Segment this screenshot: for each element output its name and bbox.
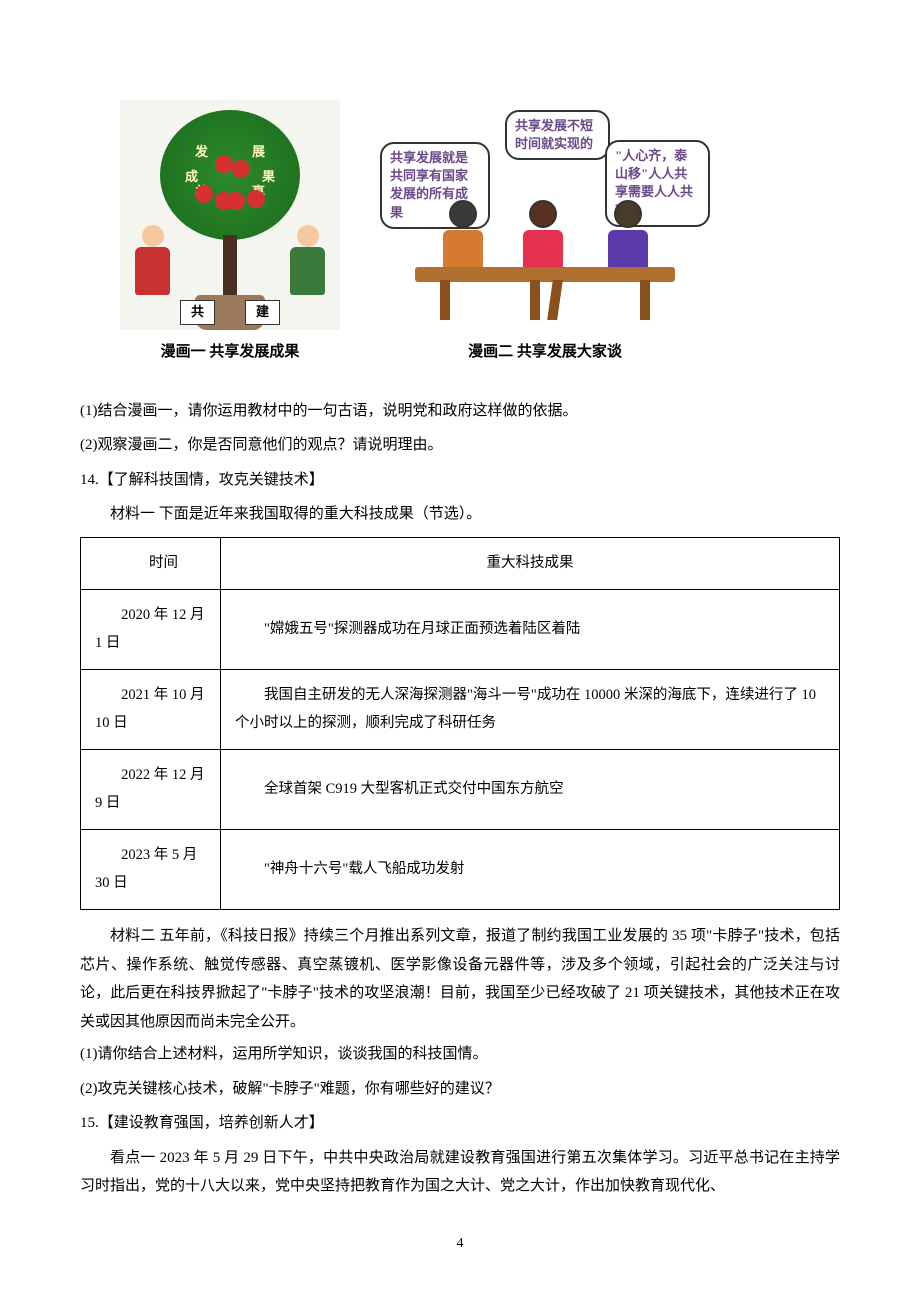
table-scene-icon	[415, 210, 675, 320]
speech-bubble-2: 共享发展不短时间就实现的	[505, 110, 610, 160]
desk-leg-icon	[547, 280, 563, 320]
table-row: 2021 年 10 月10 日 我国自主研发的无人深海探测器"海斗一号"成功在 …	[81, 670, 840, 750]
table-cell-result: "嫦娥五号"探测器成功在月球正面预选着陆区着陆	[221, 590, 840, 670]
apple-icon	[195, 185, 213, 203]
table-cell-result: 全球首架 C919 大型客机正式交付中国东方航空	[221, 750, 840, 830]
apple-icon	[247, 190, 265, 208]
apple-icon	[227, 192, 245, 210]
desk-leg-icon	[640, 280, 650, 320]
table-header-time: 时间	[81, 537, 221, 590]
person-left-icon	[125, 225, 180, 300]
q13-part1: (1)结合漫画一，请你运用教材中的一句古语，说明党和政府这样做的依据。	[80, 397, 840, 426]
person-right-icon	[280, 225, 335, 300]
tree-char: 展	[252, 140, 265, 165]
table-cell-result: 我国自主研发的无人深海探测器"海斗一号"成功在 10000 米深的海底下，连续进…	[221, 670, 840, 750]
apple-icon	[215, 155, 233, 173]
cartoon-1-caption: 漫画一 共享发展成果	[161, 338, 300, 367]
tree-char: 发	[195, 140, 208, 165]
q14-material2: 材料二 五年前，《科技日报》持续三个月推出系列文章，报道了制约我国工业发展的 3…	[80, 922, 840, 1036]
cartoon-1-image: 发 展 成 果 共 享 共 建	[120, 100, 340, 330]
table-cell-result: "神舟十六号"载人飞船成功发射	[221, 830, 840, 910]
cartoon-2-block: 共享发展就是共同享有国家发展的所有成果 共享发展不短时间就实现的 "人心齐，泰山…	[380, 100, 710, 367]
q15-kandian1: 看点一 2023 年 5 月 29 日下午，中共中央政治局就建设教育强国进行第五…	[80, 1144, 840, 1201]
cartoon-2-caption: 漫画二 共享发展大家谈	[468, 338, 622, 367]
trunk-icon	[223, 235, 237, 295]
cartoon-1-block: 发 展 成 果 共 享 共 建 漫画一 共享发展成果	[120, 100, 340, 367]
desk-leg-icon	[530, 280, 540, 320]
tree-icon: 发 展 成 果 共 享	[160, 110, 300, 240]
child-icon	[435, 200, 490, 270]
q13-part2: (2)观察漫画二，你是否同意他们的观点？请说明理由。	[80, 431, 840, 460]
table-cell-time: 2022 年 12 月9 日	[81, 750, 221, 830]
desk-leg-icon	[440, 280, 450, 320]
child-icon	[515, 200, 570, 270]
table-header-result: 重大科技成果	[221, 537, 840, 590]
q14-header: 14.【了解科技国情，攻克关键技术】	[80, 466, 840, 495]
sign-right: 建	[245, 300, 280, 325]
tech-achievements-table: 时间 重大科技成果 2020 年 12 月1 日 "嫦娥五号"探测器成功在月球正…	[80, 537, 840, 911]
q14-material1-intro: 材料一 下面是近年来我国取得的重大科技成果（节选）。	[80, 500, 840, 529]
table-cell-time: 2021 年 10 月10 日	[81, 670, 221, 750]
table-header-row: 时间 重大科技成果	[81, 537, 840, 590]
q14-part2: (2)攻克关键核心技术，破解"卡脖子"难题，你有哪些好的建议？	[80, 1075, 840, 1104]
table-row: 2020 年 12 月1 日 "嫦娥五号"探测器成功在月球正面预选着陆区着陆	[81, 590, 840, 670]
cartoon-2-image: 共享发展就是共同享有国家发展的所有成果 共享发展不短时间就实现的 "人心齐，泰山…	[380, 100, 710, 330]
apple-icon	[232, 160, 250, 178]
table-cell-time: 2023 年 5 月30 日	[81, 830, 221, 910]
q15-header: 15.【建设教育强国，培养创新人才】	[80, 1109, 840, 1138]
child-icon	[600, 200, 655, 270]
page-number: 4	[80, 1231, 840, 1258]
desk-icon	[415, 267, 675, 282]
sign-left: 共	[180, 300, 215, 325]
q14-part1: (1)请你结合上述材料，运用所学知识，谈谈我国的科技国情。	[80, 1040, 840, 1069]
table-cell-time: 2020 年 12 月1 日	[81, 590, 221, 670]
table-row: 2022 年 12 月9 日 全球首架 C919 大型客机正式交付中国东方航空	[81, 750, 840, 830]
table-row: 2023 年 5 月30 日 "神舟十六号"载人飞船成功发射	[81, 830, 840, 910]
cartoon-section: 发 展 成 果 共 享 共 建 漫画一 共享发展成果 共享发展	[120, 100, 840, 367]
